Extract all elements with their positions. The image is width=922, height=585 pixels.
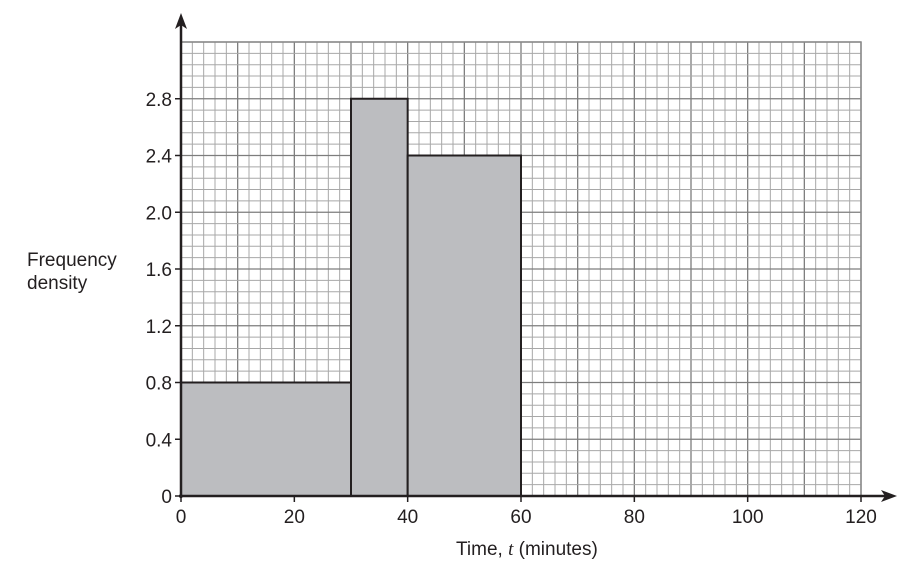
y-tick-label: 0.8 — [146, 374, 172, 395]
y-tick-label: 2.0 — [146, 203, 172, 224]
histogram-bar — [406, 154, 522, 497]
x-tick-label: 40 — [397, 507, 418, 528]
y-axis-title-line2: density — [27, 273, 88, 294]
x-tick-label: 20 — [284, 507, 305, 528]
x-tick-label: 100 — [732, 507, 764, 528]
x-tick-label: 60 — [510, 507, 531, 528]
histogram-bar — [350, 97, 409, 497]
x-axis-ticks: 0 20 40 60 80 100 120 — [176, 496, 877, 528]
y-tick-label: 0.4 — [146, 430, 173, 451]
x-axis-arrow-icon — [881, 490, 897, 502]
axes — [175, 13, 897, 502]
histogram-bars — [180, 97, 522, 497]
y-axis-arrow-icon — [175, 13, 187, 29]
histogram-bar — [180, 381, 352, 497]
y-tick-label: 1.2 — [146, 317, 172, 338]
y-tick-label: 2.8 — [146, 90, 172, 111]
y-tick-label: 1.6 — [146, 260, 172, 281]
y-tick-label: 2.4 — [146, 147, 173, 168]
x-tick-label: 80 — [624, 507, 645, 528]
y-axis-title-line1: Frequency — [27, 250, 117, 271]
y-tick-label: 0 — [161, 487, 172, 508]
x-tick-label: 120 — [845, 507, 877, 528]
y-axis-ticks: 0 0.4 0.8 1.2 1.6 2.0 2.4 2.8 — [146, 90, 181, 508]
x-axis-title: Time, t (minutes) — [456, 539, 598, 560]
x-tick-label: 0 — [176, 507, 187, 528]
